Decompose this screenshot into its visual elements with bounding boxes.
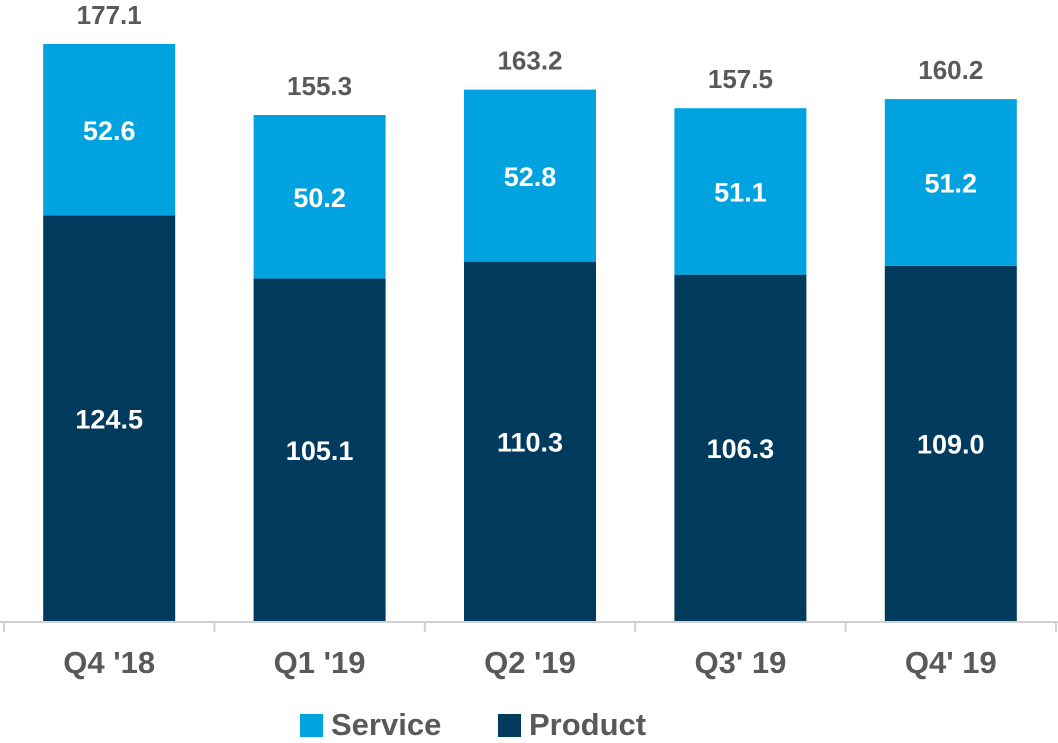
- legend-swatch: [498, 714, 521, 737]
- bar-segment: [884, 99, 1017, 266]
- legend-swatch: [300, 714, 323, 737]
- bar-segment: [674, 108, 807, 275]
- bar-segment: [43, 215, 176, 621]
- bar-segment: [43, 44, 176, 216]
- data-label: 106.3: [707, 434, 775, 464]
- data-label: 50.2: [293, 183, 346, 213]
- total-label: 160.2: [918, 55, 983, 85]
- data-label: 52.8: [504, 162, 557, 192]
- data-label: 110.3: [497, 427, 563, 457]
- bar-segment: [464, 261, 596, 621]
- total-label: 157.5: [708, 64, 773, 94]
- legend-label: Product: [529, 707, 646, 742]
- total-label: 163.2: [497, 45, 562, 75]
- legend-label: Service: [331, 707, 441, 742]
- total-label: 177.1: [77, 0, 142, 30]
- data-label: 124.5: [75, 404, 143, 434]
- bar-segment: [253, 115, 386, 279]
- data-label: 105.1: [286, 436, 354, 466]
- data-label: 52.6: [83, 116, 136, 146]
- x-tick-label: Q1 '19: [274, 645, 366, 680]
- x-tick-label: Q4 '18: [63, 645, 155, 680]
- total-label: 155.3: [287, 71, 352, 101]
- bar-segment: [464, 89, 596, 262]
- bar-segment: [253, 278, 386, 621]
- data-label: 51.1: [714, 178, 767, 208]
- x-tick-label: Q3' 19: [694, 645, 786, 680]
- data-label: 109.0: [917, 430, 985, 460]
- bar-segment: [674, 274, 807, 621]
- bar-segment: [884, 265, 1017, 621]
- data-label: 51.2: [925, 169, 978, 199]
- x-tick-label: Q2 '19: [484, 645, 576, 680]
- x-tick-label: Q4' 19: [905, 645, 997, 680]
